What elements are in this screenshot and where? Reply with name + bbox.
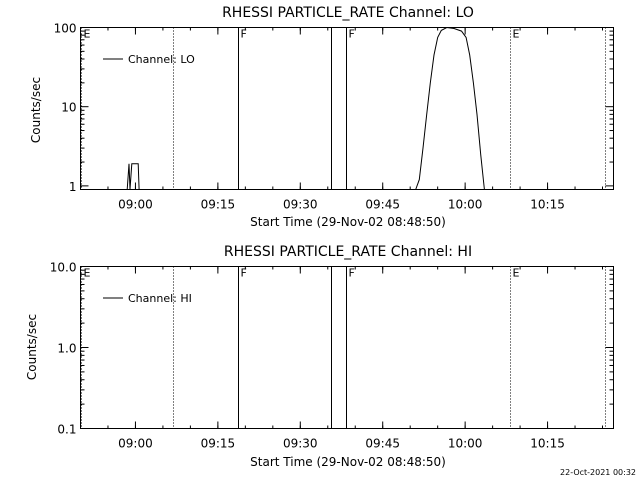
x-tick-label-0-2: 09:30 [283, 198, 318, 212]
panel-lo: RHESSI PARTICLE_RATE Channel: LO Counts/… [29, 5, 614, 229]
event-flag-0-5: E [513, 28, 520, 41]
event-flag-1-0: E [84, 267, 91, 280]
x-tick-label-1-4: 10:00 [448, 437, 483, 451]
event-flag-0-2: F [241, 28, 247, 41]
x-tick-label-1-1: 09:15 [201, 437, 236, 451]
y-tick-label-1-0: 0.1 [57, 423, 76, 437]
legend-entry-lo: Channel: LO [128, 53, 195, 66]
x-tick-label-0-4: 10:00 [448, 198, 483, 212]
x-tick-label-1-2: 09:30 [283, 437, 318, 451]
event-flag-0-0: E [84, 28, 91, 41]
x-tick-label-0-3: 09:45 [365, 198, 400, 212]
event-flag-1-2: F [241, 267, 247, 280]
y-axis-label-lo: Counts/sec [29, 77, 43, 143]
x-tick-label-1-0: 09:00 [118, 437, 153, 451]
x-axis-label-hi: Start Time (29-Nov-02 08:48:50) [250, 455, 446, 469]
event-flag-1-5: E [513, 267, 520, 280]
x-tick-label-1-3: 09:45 [365, 437, 400, 451]
y-tick-label-1-2: 10.0 [50, 261, 77, 275]
chart-title-hi: RHESSI PARTICLE_RATE Channel: HI [224, 244, 472, 260]
y-tick-label-1-1: 1.0 [57, 342, 76, 356]
x-tick-label-0-5: 10:15 [530, 198, 565, 212]
x-tick-label-1-5: 10:15 [530, 437, 565, 451]
plot-frame-lo [80, 27, 614, 190]
series-line-0-0 [126, 163, 140, 190]
y-tick-label-0-1: 10 [61, 101, 76, 115]
footer-timestamp: 22-Oct-2021 00:32 [560, 468, 636, 477]
legend-entry-hi: Channel: HI [128, 292, 192, 305]
y-axis-label-hi: Counts/sec [25, 314, 39, 380]
x-tick-label-0-1: 09:15 [201, 198, 236, 212]
legend-hi: Channel: HI [103, 292, 192, 305]
x-axis-label-lo: Start Time (29-Nov-02 08:48:50) [250, 215, 446, 229]
y-tick-label-0-2: 100 [54, 22, 77, 36]
y-tick-label-0-0: 1 [69, 180, 77, 194]
panel-hi: RHESSI PARTICLE_RATE Channel: HI Counts/… [25, 244, 614, 469]
event-flag-1-4: F [349, 267, 355, 280]
chart-title-lo: RHESSI PARTICLE_RATE Channel: LO [222, 5, 474, 21]
legend-lo: Channel: LO [103, 53, 195, 66]
x-tick-label-0-0: 09:00 [118, 198, 153, 212]
plot-frame-hi [80, 266, 614, 429]
event-flag-0-4: F [349, 28, 355, 41]
series-line-0-1 [415, 26, 485, 190]
